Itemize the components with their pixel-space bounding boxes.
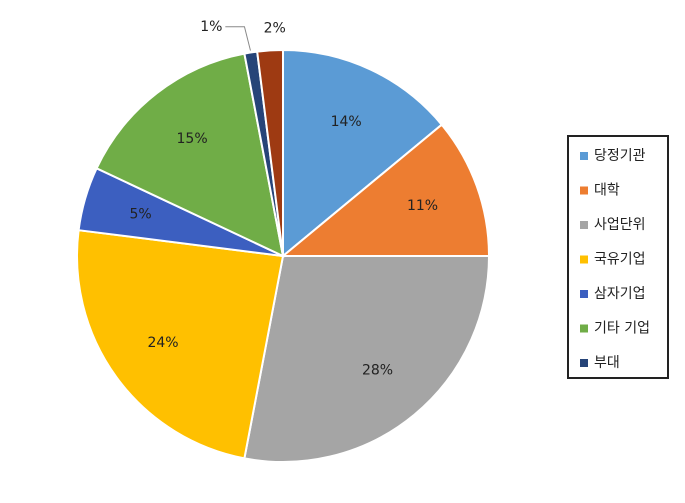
legend-label: 대학 bbox=[594, 183, 620, 199]
legend-swatch bbox=[580, 324, 588, 333]
data-label: 2% bbox=[264, 20, 286, 36]
legend-swatch bbox=[580, 221, 588, 229]
data-label: 15% bbox=[177, 131, 208, 147]
legend-swatch bbox=[580, 186, 588, 195]
data-label: 5% bbox=[129, 207, 151, 223]
legend-label: 기타 기업 bbox=[594, 321, 650, 337]
pie-slice bbox=[76, 229, 285, 460]
pie-slice bbox=[243, 255, 491, 463]
legend-label: 사업단위 bbox=[594, 217, 646, 233]
legend-swatch bbox=[580, 255, 588, 264]
legend-label: 부대 bbox=[594, 355, 620, 371]
data-label: 28% bbox=[362, 362, 393, 378]
legend-label: 당정기관 bbox=[594, 148, 646, 164]
legend-label: 삼자기업 bbox=[594, 286, 646, 302]
pie-slice bbox=[256, 48, 284, 257]
data-label: 11% bbox=[407, 198, 438, 214]
pie-slice bbox=[95, 52, 285, 258]
pie-slice bbox=[282, 48, 444, 259]
leader-line bbox=[225, 26, 251, 51]
legend-label: 국유기업 bbox=[594, 252, 646, 268]
pie-slice bbox=[280, 123, 491, 257]
data-label: 14% bbox=[331, 114, 362, 130]
data-label: 1% bbox=[200, 19, 222, 35]
data-label: 24% bbox=[147, 335, 178, 351]
legend-swatch bbox=[580, 290, 588, 298]
legend-swatch bbox=[580, 359, 588, 367]
legend-swatch bbox=[580, 152, 588, 160]
